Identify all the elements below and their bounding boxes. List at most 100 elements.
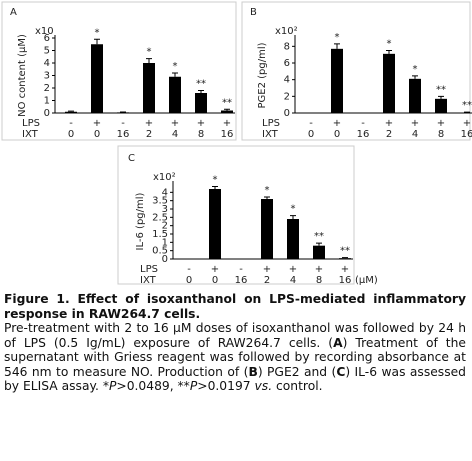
- x-tick-label: +: [93, 118, 101, 129]
- text: vs.: [254, 379, 273, 393]
- y-tick-label: 0.5: [152, 246, 168, 257]
- bar: [143, 63, 155, 113]
- x-tick-label: -: [309, 118, 313, 129]
- bar: [65, 111, 77, 113]
- significance: *: [335, 32, 340, 43]
- x-tick-label: +: [289, 264, 297, 275]
- panel-label: B: [250, 7, 257, 18]
- x-tick-label: -: [187, 264, 191, 275]
- significance: **: [196, 79, 206, 90]
- error-bar: [342, 257, 348, 259]
- error-bar: [438, 95, 444, 99]
- x-tick-label: 0: [186, 275, 192, 286]
- y-tick-label: 4: [284, 75, 290, 86]
- error-bar: [68, 110, 74, 112]
- y-axis-label: NO content (μM): [17, 34, 28, 117]
- y-tick-label: 4: [44, 58, 50, 69]
- bar: [409, 78, 421, 113]
- y-axis-label: IL-6 (pg/ml): [135, 192, 146, 250]
- bar: [169, 76, 181, 113]
- error-bar: [94, 38, 100, 45]
- y-tick-label: 6: [44, 33, 50, 44]
- bar: [221, 110, 233, 113]
- bar: [117, 112, 129, 113]
- significance: *: [291, 204, 296, 215]
- significance: *: [213, 175, 218, 186]
- y-tick-label: 2: [44, 83, 50, 94]
- significance: *: [173, 61, 178, 72]
- error-bar: [316, 242, 322, 246]
- bar: [91, 44, 103, 113]
- x-tick-label: +: [385, 118, 393, 129]
- x-tick-label: +: [411, 118, 419, 129]
- x-tick-label: 16: [339, 275, 352, 286]
- row-label: LPS: [140, 264, 158, 275]
- x-tick-label: 16: [461, 129, 472, 140]
- significance: **: [436, 84, 446, 95]
- x-tick-label: +: [145, 118, 153, 129]
- bar: [209, 189, 221, 259]
- x-tick-label: 8: [198, 129, 204, 140]
- significance: **: [340, 246, 350, 257]
- text: Pre-treatment with 2 to 16 μM doses of i…: [4, 321, 466, 350]
- text: A: [333, 335, 343, 350]
- significance: *: [265, 185, 270, 196]
- y-tick-label: 0: [162, 254, 168, 265]
- text: P: [108, 379, 117, 393]
- bar: [383, 53, 395, 113]
- text: >0.0489, **: [116, 379, 190, 393]
- caption-body: Pre-treatment with 2 to 16 μM doses of i…: [4, 321, 466, 394]
- x-tick-label: -: [239, 264, 243, 275]
- text: control.: [272, 379, 323, 393]
- panel-frame: [1, 1, 237, 141]
- x-tick-label: 0: [212, 275, 218, 286]
- text: B: [248, 364, 258, 379]
- panel-frame: [117, 145, 355, 285]
- x-tick-label: +: [333, 118, 341, 129]
- multiplier: x10²: [275, 26, 298, 37]
- significance: *: [387, 39, 392, 50]
- x-tick-label: 4: [412, 129, 418, 140]
- row-label: LPS: [22, 118, 40, 129]
- x-tick-label: +: [263, 264, 271, 275]
- x-tick-label: 8: [438, 129, 444, 140]
- text: ) IL-6 was assessed by ELISA assay. *: [4, 364, 466, 394]
- x-tick-label: 16: [117, 129, 130, 140]
- y-axis-label: PGE2 (pg/ml): [257, 42, 268, 108]
- multiplier: x10: [35, 26, 54, 37]
- y-tick-label: 1: [44, 96, 50, 107]
- text: >0.0197: [197, 379, 255, 393]
- x-tick-label: 8: [316, 275, 322, 286]
- x-tick-label: 0: [308, 129, 314, 140]
- y-tick-label: 4: [162, 187, 168, 198]
- caption-title: Figure 1. Effect of isoxanthanol on LPS-…: [4, 292, 466, 321]
- text: ) PGE2 and (: [257, 364, 337, 379]
- text: ) Treatment of the supernatant with Grie…: [4, 335, 466, 379]
- row-label: IXT: [262, 129, 279, 140]
- y-tick-label: 1.5: [152, 229, 168, 240]
- x-tick-label: 2: [386, 129, 392, 140]
- x-tick-label: +: [211, 264, 219, 275]
- bar: [435, 98, 447, 113]
- x-tick-label: +: [463, 118, 471, 129]
- caption: Figure 1. Effect of isoxanthanol on LPS-…: [4, 292, 466, 394]
- x-tick-label: 0: [94, 129, 100, 140]
- error-bar: [334, 43, 340, 49]
- error-bar: [212, 186, 218, 189]
- y-tick-label: 8: [284, 41, 290, 52]
- significance: *: [95, 27, 100, 38]
- error-bar: [386, 50, 392, 54]
- bar: [331, 48, 343, 114]
- text: C: [336, 364, 346, 379]
- error-bar: [264, 196, 270, 199]
- x-tick-label: +: [171, 118, 179, 129]
- x-tick-label: 16: [235, 275, 248, 286]
- x-tick-label: 2: [146, 129, 152, 140]
- row-label: LPS: [262, 118, 280, 129]
- x-tick-label: +: [315, 264, 323, 275]
- y-tick-label: 3: [44, 71, 50, 82]
- error-bar: [224, 108, 230, 111]
- error-bar: [412, 75, 418, 79]
- x-tick-label: 2: [264, 275, 270, 286]
